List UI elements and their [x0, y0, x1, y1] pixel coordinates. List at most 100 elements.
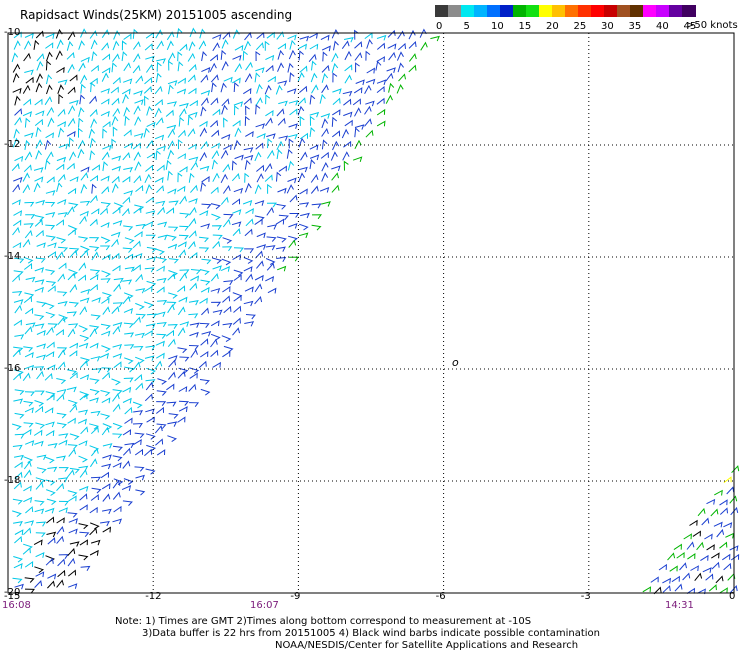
wind-barb [34, 267, 45, 273]
wind-barb [89, 95, 97, 104]
wind-barb [144, 221, 154, 227]
colorbar-units-label: >50 knots [686, 20, 738, 31]
wind-barb [244, 321, 255, 327]
wind-barb [56, 526, 65, 535]
wind-barb [232, 77, 241, 84]
latitude-label: -14 [4, 251, 21, 262]
wind-barb [67, 187, 77, 195]
wind-barb [662, 577, 672, 584]
wind-barb [266, 31, 275, 39]
wind-barb [46, 394, 55, 401]
wind-barb [25, 276, 36, 283]
wind-barb [244, 172, 250, 183]
wind-barb [210, 203, 221, 210]
wind-barb [101, 42, 110, 51]
wind-barb [101, 151, 110, 161]
wind-barb [266, 133, 276, 139]
wind-barb [132, 64, 141, 74]
wind-barb [234, 105, 239, 116]
wind-barb [47, 251, 57, 258]
wind-barb [177, 139, 183, 150]
wind-barb [276, 108, 285, 117]
wind-barb [56, 182, 63, 193]
wind-barb [154, 107, 162, 118]
wind-barb [220, 49, 227, 60]
wind-barb [80, 249, 89, 258]
wind-barb [233, 247, 244, 253]
wind-barb [156, 352, 165, 359]
wind-barb [187, 128, 196, 137]
wind-barb [35, 552, 45, 558]
wind-barb [396, 51, 404, 61]
wind-barb [167, 324, 178, 329]
wind-barb [385, 72, 394, 82]
wind-barb [156, 58, 166, 64]
wind-barb [144, 329, 153, 336]
wind-barb [90, 410, 101, 417]
wind-barb [23, 52, 31, 62]
wind-barb [79, 504, 88, 511]
longitude-label: 0 [729, 591, 736, 602]
wind-barb [24, 407, 34, 414]
wind-barb [155, 29, 163, 39]
wind-barb [121, 88, 131, 95]
wind-barb [319, 93, 326, 104]
wind-barb [179, 212, 190, 219]
wind-barb [188, 300, 199, 306]
wind-barb [686, 541, 695, 550]
wind-barb [254, 72, 261, 83]
wind-barb [714, 489, 723, 496]
wind-barb [277, 80, 288, 86]
wind-barb [154, 176, 164, 183]
wind-barb [79, 393, 88, 401]
wind-barb [12, 348, 21, 357]
wind-barb [111, 306, 120, 314]
wind-barb [232, 292, 243, 299]
wind-barb [308, 53, 317, 63]
wind-barb [89, 549, 99, 556]
wind-barb [12, 498, 23, 505]
wind-barb [366, 78, 376, 85]
wind-barb [47, 285, 56, 292]
wind-barb [223, 345, 234, 353]
wind-barb [122, 247, 133, 253]
wind-barb [111, 175, 120, 184]
wind-barb [110, 86, 119, 94]
wind-barb [177, 61, 184, 72]
wind-barb [177, 153, 186, 159]
wind-barb [24, 326, 33, 335]
wind-barb [57, 212, 68, 218]
wind-barb [211, 301, 222, 307]
wind-barb [267, 287, 277, 294]
wind-barb [255, 51, 261, 62]
wind-barb [14, 583, 24, 590]
wind-barb [669, 565, 678, 572]
wind-barb [44, 159, 51, 170]
wind-barb [57, 273, 66, 282]
wind-barb [66, 469, 75, 478]
wind-barb [135, 75, 144, 84]
wind-barb [79, 94, 85, 105]
wind-barb [45, 421, 55, 428]
wind-barb [123, 308, 134, 314]
wind-barb [234, 44, 244, 51]
wind-barb [13, 270, 24, 276]
wind-barb [36, 354, 46, 360]
wind-barb [102, 454, 112, 461]
wind-barb [701, 517, 710, 526]
wind-barb [376, 79, 387, 86]
wind-barb [342, 151, 350, 161]
wind-barb [177, 327, 186, 337]
wind-barb [14, 116, 22, 126]
wind-barb [176, 27, 183, 38]
wind-barb [122, 447, 131, 456]
wind-barb [189, 402, 200, 407]
wind-barb [80, 288, 91, 295]
wind-barb [102, 161, 109, 172]
wind-barb [210, 119, 219, 128]
wind-barb [233, 187, 244, 194]
wind-barb [68, 448, 77, 457]
wind-barb [36, 343, 46, 349]
wind-barb [310, 72, 318, 83]
wind-barb [69, 74, 78, 82]
